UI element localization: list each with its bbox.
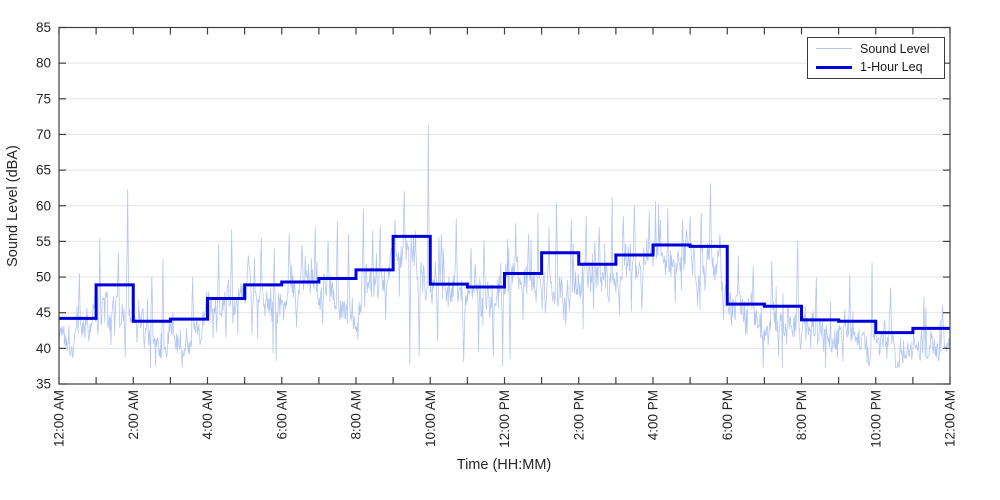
legend-item-1-hour-leq: 1-Hour Leq [816,58,940,76]
x-tick-label: 12:00 AM [943,390,958,447]
legend-item-sound-level: Sound Level [816,40,940,58]
legend-swatch-1-hour-leq [816,65,852,70]
x-tick-label: 4:00 AM [200,390,215,440]
legend-swatch-sound-level [816,47,852,50]
x-tick-label: 4:00 PM [646,390,661,440]
x-tick-label: 12:00 PM [497,390,512,448]
y-tick-label: 35 [36,377,51,392]
y-tick-label: 45 [36,305,51,320]
x-tick-label: 6:00 AM [274,390,289,440]
one-hour-leq-step-line [59,234,950,335]
x-tick-label: 10:00 PM [868,390,883,448]
x-tick-label: 6:00 PM [720,390,735,440]
x-axis-title: Time (HH:MM) [457,457,552,473]
y-axis-title: Sound Level (dBA) [5,145,21,267]
legend: Sound Level 1-Hour Leq [807,37,945,79]
y-tick-label: 75 [36,91,51,106]
legend-label-1-hour-leq: 1-Hour Leq [860,60,923,75]
x-tick-label: 2:00 AM [126,390,141,440]
y-tick-label: 80 [36,56,51,71]
one-hour-leq-series-path [59,234,950,335]
x-tick-label: 12:00 AM [52,390,67,447]
y-gridlines [59,62,950,349]
legend-label-sound-level: Sound Level [860,41,930,56]
y-tick-label: 40 [36,341,51,356]
x-tick-label: 8:00 PM [794,390,809,440]
x-tick-labels: 12:00 AM 2:00 AM 4:00 AM 6:00 AM 8:00 AM 10:0… [52,390,958,448]
sound-level-series-path [58,124,950,369]
y-tick-label: 55 [36,234,51,249]
y-tick-labels: 35 40 45 50 55 60 65 70 75 80 85 [36,20,51,392]
sound-level-trace [58,124,950,369]
axis-ticks [58,26,951,385]
y-tick-label: 60 [36,198,51,213]
x-tick-label: 10:00 AM [423,390,438,447]
y-tick-label: 85 [36,20,51,35]
y-tick-label: 70 [36,127,51,142]
x-tick-label: 2:00 PM [571,390,586,440]
x-tick-label: 8:00 AM [349,390,364,440]
y-tick-label: 50 [36,270,51,285]
y-tick-label: 65 [36,163,51,178]
